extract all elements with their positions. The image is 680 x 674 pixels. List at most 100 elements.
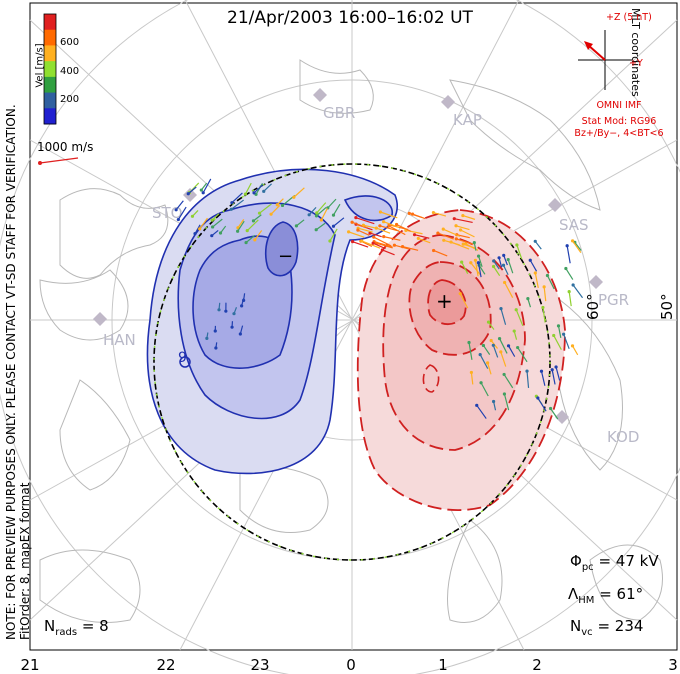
velocity-vector [537, 397, 547, 412]
velocity-vector [526, 371, 530, 388]
velocity-vector-origin [314, 228, 318, 232]
velocity-vector [470, 372, 474, 385]
velocity-vector [380, 211, 398, 219]
mlt-tick-1: 1 [438, 656, 448, 674]
velocity-vector [568, 291, 572, 307]
velocity-vector [187, 186, 197, 195]
station-sas: SAS [559, 216, 589, 234]
velocity-vector [254, 230, 263, 241]
velocity-vector [540, 371, 546, 386]
velocity-vector-origin [232, 312, 236, 316]
velocity-vector [418, 237, 431, 244]
velocity-vector-origin [436, 231, 440, 235]
velocity-vector-origin [356, 228, 360, 232]
velocity-vector-origin [275, 203, 279, 207]
velocity-vector-origin [536, 396, 540, 400]
velocity-vector [498, 257, 503, 268]
velocity-vector [502, 265, 509, 275]
velocity-vector-origin [571, 283, 575, 287]
velocity-vector [542, 307, 546, 323]
velocity-vector [493, 266, 501, 276]
velocity-vector [352, 241, 369, 248]
station-markers [93, 88, 603, 424]
velocity-vector-origin [454, 237, 458, 241]
velocity-vector-origin [502, 372, 506, 377]
velocity-vector [443, 228, 461, 237]
velocity-vector-origin [515, 243, 519, 247]
velocity-vector-origin [516, 345, 520, 350]
velocity-vector [259, 203, 272, 214]
velocity-vector-origin [533, 271, 537, 275]
velocity-vector [270, 205, 281, 215]
velocity-vector [194, 224, 201, 234]
velocity-vector-origin [229, 207, 233, 211]
velocity-vector [474, 260, 479, 277]
velocity-vector [455, 225, 470, 231]
velocity-vector [376, 242, 393, 249]
velocity-vector-origin [542, 285, 546, 289]
colorbar-tick-400: 400 [60, 66, 80, 77]
velocity-vector-origin [236, 229, 240, 233]
colorbar-segment [44, 45, 56, 62]
velocity-vector [369, 232, 382, 238]
velocity-vector [462, 215, 476, 220]
velocity-vector-origin [372, 235, 376, 239]
lat-label-50: 50° [658, 293, 676, 320]
velocity-vector [480, 382, 489, 397]
velocity-vector-origin [441, 227, 445, 231]
velocity-vector-origin [294, 224, 299, 228]
velocity-vector-origin [412, 233, 417, 237]
velocity-vector [237, 219, 245, 229]
station-han: HAN [103, 331, 136, 349]
velocity-reference-label: 1000 m/s [37, 140, 94, 154]
velocity-vector [414, 234, 430, 239]
velocity-vector-origin [452, 217, 456, 221]
velocity-vector [503, 374, 514, 389]
velocity-vector [553, 335, 562, 350]
velocity-vector [500, 351, 507, 367]
velocity-vector [293, 187, 305, 198]
velocity-vector-origin [460, 260, 464, 264]
velocity-vector [175, 200, 184, 211]
velocity-vector [557, 325, 562, 338]
mlt-tick-2: 2 [532, 656, 542, 674]
velocity-vector-origin [269, 212, 273, 216]
velocity-vector [230, 199, 244, 210]
colorbar-segment [44, 108, 56, 125]
velocity-colorbar [44, 14, 56, 125]
velocity-vector-origin [564, 266, 568, 271]
velocity-vector-origin [497, 256, 501, 260]
velocity-vector [493, 260, 500, 270]
colorbar-title: Vel [m/s] [34, 43, 46, 88]
preview-note: NOTE: FOR PREVIEW PURPOSES ONLY. PLEASE … [4, 104, 32, 640]
velocity-vector [543, 286, 547, 302]
velocity-vector [503, 393, 510, 411]
mlt-tick-22: 22 [156, 656, 176, 674]
velocity-vector-origin [378, 210, 383, 214]
velocity-vector-origin [262, 189, 266, 193]
velocity-vector [351, 221, 368, 229]
velocity-vectors [174, 178, 584, 420]
velocity-vector [246, 219, 259, 232]
velocity-vector-origin [431, 210, 436, 215]
velocity-vector [478, 264, 486, 275]
velocity-vector-origin [315, 211, 319, 215]
velocity-vector [550, 408, 559, 420]
contour-label: 9 [178, 350, 187, 366]
velocity-vector-origin [492, 259, 496, 263]
velocity-vector [202, 178, 212, 194]
station-labels: GBR KAP SAS PGR KOD STO HAN [103, 104, 639, 446]
colorbar-tick-200: 200 [60, 94, 80, 105]
velocity-vector-origin [472, 240, 476, 245]
map-title: 21/Apr/2003 16:00–16:02 UT [227, 8, 473, 28]
station-gbr: GBR [323, 104, 355, 122]
velocity-vector [376, 227, 391, 234]
velocity-vector-origin [174, 208, 178, 212]
positive-potential-cell [356, 209, 566, 511]
velocity-vector [529, 259, 538, 272]
velocity-vector-origin [186, 192, 190, 196]
velocity-vector-origin [392, 243, 397, 247]
velocity-vector-origin [473, 258, 478, 262]
mlt-tick-23: 23 [250, 656, 270, 674]
